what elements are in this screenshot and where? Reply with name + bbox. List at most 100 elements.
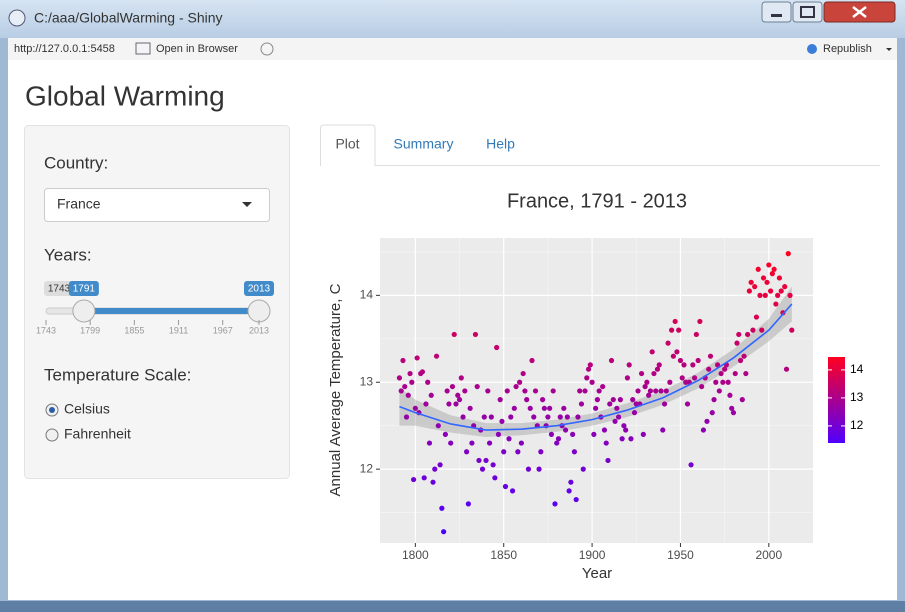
point (771, 266, 777, 272)
point (638, 370, 645, 377)
point (509, 488, 516, 494)
point (481, 414, 487, 420)
slider-min: 1743 (48, 284, 71, 295)
dropdown-arrow[interactable] (886, 48, 892, 51)
point (778, 288, 784, 294)
point (600, 383, 606, 390)
x-tick-label: 1950 (667, 548, 694, 562)
point (725, 379, 731, 385)
point (453, 401, 459, 407)
chart-title: France, 1791 - 2013 (507, 190, 687, 212)
point (539, 397, 546, 403)
point (483, 457, 489, 464)
point (577, 388, 583, 394)
point (527, 405, 533, 411)
point (403, 414, 410, 420)
radio-dot (49, 407, 55, 413)
years-label: Years: (44, 245, 92, 264)
point (766, 262, 772, 268)
color-bar (828, 357, 845, 443)
point (669, 327, 675, 333)
point (649, 349, 655, 355)
point (566, 488, 572, 494)
point (571, 449, 578, 455)
tab[interactable]: Help (486, 136, 515, 152)
point (716, 388, 722, 394)
point (750, 327, 756, 333)
point (469, 440, 475, 446)
tab[interactable]: Summary (394, 136, 454, 152)
point (681, 362, 687, 368)
slider-from-handle[interactable] (72, 299, 96, 323)
point (610, 397, 616, 403)
point (492, 475, 498, 481)
point (593, 405, 599, 411)
point (465, 501, 471, 507)
point (460, 414, 466, 420)
point (697, 318, 703, 325)
point (653, 388, 659, 394)
point (504, 388, 510, 394)
point (398, 388, 404, 394)
point (497, 397, 503, 403)
point (430, 479, 436, 485)
point (605, 457, 611, 464)
maximize-button[interactable] (792, 1, 823, 23)
country-label: Country: (44, 153, 108, 172)
point (760, 275, 767, 281)
scale-label: Temperature Scale: (44, 365, 191, 384)
point (555, 436, 562, 442)
point (617, 397, 623, 403)
point (767, 288, 774, 294)
colorbar-label: 14 (850, 362, 864, 376)
point (736, 331, 742, 338)
open-in-browser[interactable]: Open in Browser (156, 43, 238, 55)
point (591, 431, 597, 437)
point (550, 388, 556, 394)
point (695, 357, 701, 364)
slider-to-handle[interactable] (247, 299, 271, 323)
country-select[interactable] (44, 188, 270, 222)
y-tick-label: 12 (360, 461, 374, 475)
slider-to-label: 2013 (248, 284, 271, 295)
app-title: Global Warming (25, 80, 225, 111)
point (538, 449, 544, 455)
close-icon (852, 6, 867, 18)
radio[interactable] (45, 428, 59, 442)
point (730, 410, 737, 416)
refresh-icon[interactable] (260, 42, 274, 56)
point (594, 397, 600, 403)
point (511, 405, 517, 411)
point (688, 462, 694, 468)
tab[interactable]: Plot (335, 136, 359, 152)
point (561, 405, 567, 411)
point (732, 370, 738, 377)
slider-min-badge (44, 281, 74, 296)
point (714, 362, 721, 368)
point (437, 462, 443, 468)
point (718, 370, 724, 377)
minimize-button[interactable] (761, 1, 792, 23)
point (442, 431, 448, 437)
point (462, 388, 468, 394)
point (647, 388, 654, 394)
republish[interactable]: Republish (823, 43, 872, 55)
point (691, 375, 698, 381)
point (432, 466, 438, 472)
point (699, 383, 705, 390)
point (419, 369, 426, 375)
point (608, 357, 615, 364)
window-title: C:/aaa/GlobalWarming - Shiny (34, 10, 223, 26)
country-value: France (57, 196, 101, 212)
confidence-band (399, 286, 792, 437)
point (488, 414, 494, 420)
point (782, 284, 788, 290)
x-tick-label: 2000 (755, 548, 782, 562)
point (458, 375, 464, 381)
point (562, 427, 569, 433)
point (674, 349, 680, 355)
point (762, 292, 768, 298)
address: http://127.0.0.1:5458 (14, 43, 115, 55)
point (711, 397, 717, 403)
plot-panel (380, 238, 813, 543)
